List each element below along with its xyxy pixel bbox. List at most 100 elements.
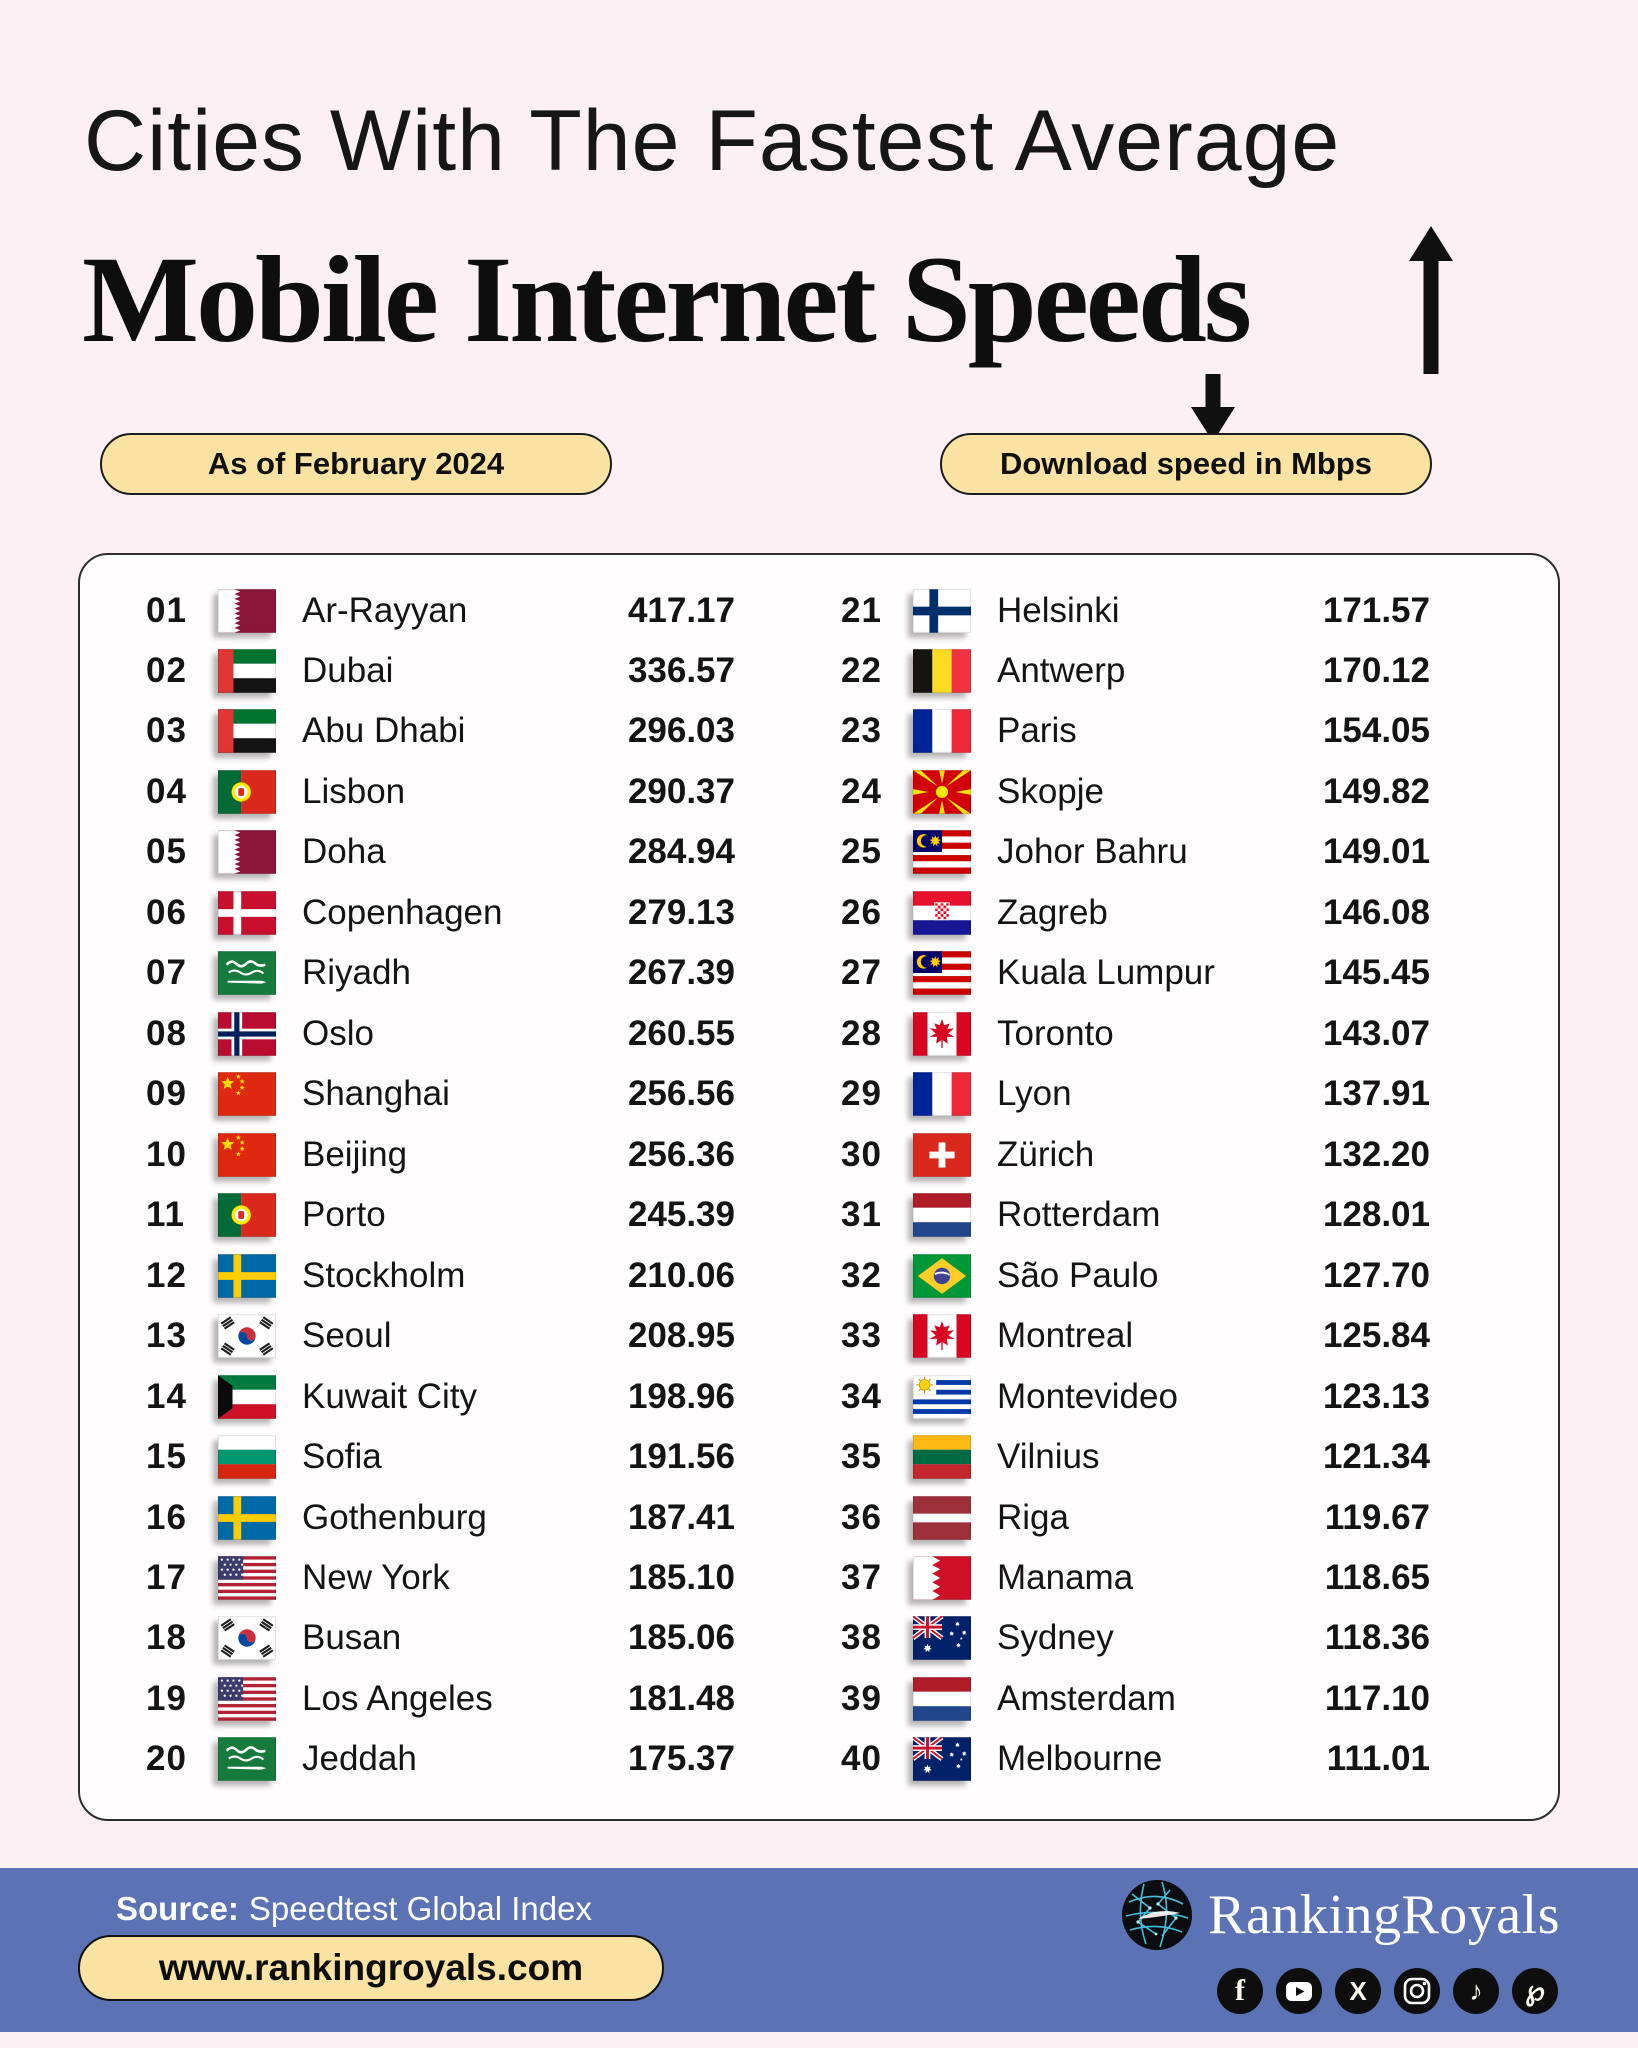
city-name: Kuwait City: [302, 1376, 478, 1416]
speed-value: 181.48: [627, 1678, 735, 1718]
city-name: Johor Bahru: [997, 832, 1188, 872]
flag-usa-icon: [218, 1556, 276, 1600]
speed-value: 128.01: [1322, 1195, 1430, 1235]
speed-value: 185.06: [627, 1618, 735, 1658]
ranking-row: 32 São Paulo 127.70: [841, 1246, 1430, 1305]
ranking-row: 28 Toronto 143.07: [841, 1004, 1430, 1063]
rank-number: 35: [841, 1437, 882, 1477]
flag-qatar-icon: [218, 830, 276, 875]
rank-number: 27: [841, 953, 882, 993]
page-title-line2: Mobile Internet Speeds: [82, 231, 1252, 368]
rank-number: 40: [841, 1739, 882, 1779]
speed-value: 127.70: [1322, 1255, 1430, 1295]
rank-number: 05: [146, 832, 187, 872]
website-pill[interactable]: www.rankingroyals.com: [78, 1935, 664, 2001]
brand-name: RankingRoyals: [1208, 1884, 1560, 1946]
ranking-row: 05 Doha 284.94: [146, 823, 735, 882]
rank-number: 17: [146, 1558, 187, 1597]
social-tiktok-icon[interactable]: ♪: [1453, 1968, 1499, 2014]
ranking-row: 40 Melbourne 111.01: [841, 1730, 1430, 1789]
city-name: Vilnius: [997, 1437, 1100, 1477]
rank-number: 23: [841, 711, 882, 751]
speed-value: 149.82: [1322, 771, 1430, 811]
ranking-row: 25 Johor Bahru 149.01: [841, 823, 1430, 882]
rank-number: 21: [841, 590, 882, 630]
city-name: Los Angeles: [302, 1678, 493, 1718]
speed-value: 118.65: [1324, 1558, 1430, 1597]
rank-number: 29: [841, 1074, 882, 1114]
flag-uae-icon: [218, 649, 276, 693]
flag-norway-icon: [218, 1012, 276, 1056]
flag-canada-icon: [913, 1012, 971, 1056]
city-name: Zagreb: [997, 892, 1108, 932]
flag-malaysia-icon: [913, 830, 971, 875]
speed-value: 154.05: [1322, 711, 1430, 751]
rank-number: 08: [146, 1013, 187, 1053]
speed-value: 210.06: [627, 1255, 735, 1295]
city-name: Montevideo: [997, 1376, 1178, 1416]
ranking-row: 35 Vilnius 121.34: [841, 1428, 1430, 1487]
speed-value: 146.08: [1322, 892, 1430, 932]
speed-value: 208.95: [627, 1316, 735, 1356]
city-name: Beijing: [302, 1134, 408, 1174]
speed-value: 149.01: [1322, 832, 1430, 872]
up-arrow-icon: [1409, 226, 1453, 374]
ranking-row: 10 Beijing 256.36: [146, 1125, 735, 1184]
ranking-row: 31 Rotterdam 128.01: [841, 1186, 1430, 1245]
rank-number: 15: [146, 1437, 187, 1477]
flag-bulgaria-icon: [218, 1435, 276, 1479]
flag-north_macedonia-icon: [913, 770, 971, 814]
speed-value: 117.10: [1324, 1678, 1430, 1718]
flag-saudi_arabia-icon: [218, 1737, 276, 1782]
flag-australia-icon: [913, 1616, 971, 1661]
rank-number: 07: [146, 953, 187, 993]
social-instagram-icon[interactable]: [1394, 1968, 1440, 2014]
social-youtube-icon[interactable]: [1276, 1968, 1322, 2014]
speed-value: 336.57: [627, 650, 735, 690]
city-name: Antwerp: [997, 650, 1126, 690]
rank-number: 13: [146, 1316, 187, 1356]
ranking-row: 30 Zürich 132.20: [841, 1125, 1430, 1184]
city-name: Ar-Rayyan: [302, 590, 468, 630]
speed-value: 284.94: [627, 832, 735, 872]
ranking-row: 12 Stockholm 210.06: [146, 1246, 735, 1305]
speed-value: 123.13: [1322, 1376, 1430, 1416]
city-name: Busan: [302, 1618, 402, 1658]
social-pinterest-icon[interactable]: ℘: [1512, 1968, 1558, 2014]
ranking-row: 24 Skopje 149.82: [841, 762, 1430, 821]
social-x-icon[interactable]: X: [1335, 1968, 1381, 2014]
city-name: Paris: [997, 711, 1077, 751]
speed-value: 245.39: [627, 1195, 735, 1235]
flag-qatar-icon: [218, 588, 276, 633]
speed-value: 296.03: [627, 711, 735, 751]
city-name: New York: [302, 1558, 450, 1597]
rank-number: 25: [841, 832, 882, 872]
flag-belgium-icon: [913, 649, 971, 693]
social-icons-row: f X ♪ ℘: [1217, 1968, 1558, 2014]
page-header: Cities With The Fastest Average Mobile I…: [0, 0, 1638, 553]
city-name: São Paulo: [997, 1255, 1159, 1295]
speed-value: 143.07: [1322, 1013, 1430, 1053]
city-name: Shanghai: [302, 1074, 450, 1114]
ranking-row: 18 Busan 185.06: [146, 1609, 735, 1668]
flag-uae-icon: [218, 709, 276, 754]
city-name: Amsterdam: [997, 1678, 1176, 1718]
flag-sweden-icon: [218, 1495, 276, 1540]
rank-number: 37: [841, 1558, 882, 1597]
social-facebook-icon[interactable]: f: [1217, 1968, 1263, 2014]
flag-latvia-icon: [913, 1495, 971, 1540]
rank-number: 30: [841, 1134, 882, 1174]
flag-denmark-icon: [218, 891, 276, 935]
flag-bahrain-icon: [913, 1556, 971, 1600]
flag-kuwait-icon: [218, 1374, 276, 1419]
source-label: Source:: [116, 1890, 239, 1927]
rank-number: 04: [146, 771, 187, 811]
rank-number: 18: [146, 1618, 187, 1658]
ranking-row: 27 Kuala Lumpur 145.45: [841, 944, 1430, 1003]
rank-number: 28: [841, 1013, 882, 1053]
speed-value: 118.36: [1324, 1618, 1430, 1658]
ranking-row: 11 Porto 245.39: [146, 1186, 735, 1245]
rank-number: 34: [841, 1376, 882, 1416]
city-name: Montreal: [997, 1316, 1134, 1356]
city-name: Lisbon: [302, 771, 406, 811]
